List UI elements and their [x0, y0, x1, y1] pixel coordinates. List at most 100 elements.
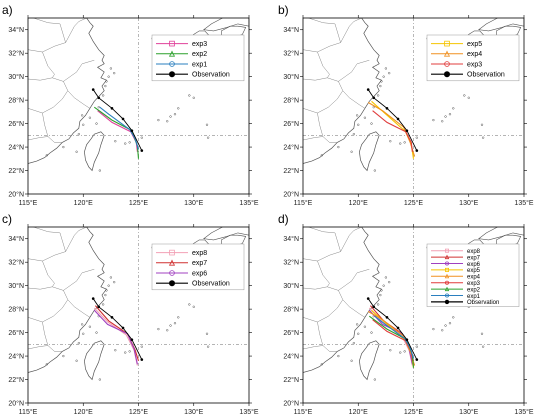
- island: [370, 122, 373, 125]
- panel-letter: d): [278, 212, 289, 226]
- honshu-outline: [477, 227, 524, 241]
- island: [444, 115, 447, 118]
- y-tick-label: 28°N: [283, 306, 299, 314]
- legend-marker: [169, 71, 175, 78]
- panel-letter: a): [2, 3, 13, 17]
- legend-marker: [168, 259, 176, 266]
- legend: exp8exp7exp6exp5exp4exp3exp2exp1Observat…: [426, 243, 520, 307]
- island: [205, 123, 209, 126]
- observation-point: [366, 297, 370, 300]
- x-tick-label: 135°E: [239, 199, 258, 207]
- observation-point: [385, 316, 389, 319]
- x-tick-label: 115°E: [19, 199, 38, 207]
- province-border: [28, 227, 87, 262]
- island: [140, 136, 143, 139]
- y-tick-label: 24°N: [8, 144, 24, 152]
- island: [357, 332, 360, 335]
- island: [363, 116, 367, 119]
- y-tick-label: 22°N: [8, 167, 24, 175]
- island: [357, 123, 360, 126]
- island: [481, 136, 485, 139]
- island: [113, 71, 116, 75]
- y-tick-label: 20°N: [283, 191, 299, 199]
- y-tick-label: 34°N: [8, 235, 24, 243]
- y-tick-label: 24°N: [283, 353, 299, 361]
- island: [480, 123, 484, 126]
- honshu-outline: [202, 18, 249, 32]
- legend-label: exp5: [467, 268, 481, 274]
- legend-label: exp7: [192, 260, 207, 267]
- track-line-exp3: [372, 110, 413, 152]
- island: [88, 116, 92, 119]
- observation-point: [130, 338, 134, 341]
- island: [105, 80, 108, 83]
- observation-point: [405, 129, 409, 132]
- island: [105, 289, 108, 292]
- x-tick-label: 120°E: [74, 199, 93, 207]
- observation-point: [415, 149, 419, 152]
- island: [124, 142, 127, 145]
- island: [95, 331, 98, 334]
- island: [82, 123, 85, 126]
- taiwan-outline: [84, 131, 105, 172]
- legend-label: Observation: [467, 300, 499, 306]
- province-border: [303, 90, 344, 114]
- x-tick-label: 130°E: [184, 408, 203, 416]
- province-border: [317, 51, 330, 78]
- province-border: [33, 18, 66, 43]
- island: [432, 118, 435, 122]
- legend-label: exp6: [467, 262, 481, 268]
- y-tick-label: 20°N: [8, 191, 24, 199]
- legend-marker: [444, 299, 450, 305]
- legend-box: [151, 34, 245, 82]
- province-border: [303, 136, 338, 143]
- island: [463, 94, 466, 97]
- island: [452, 316, 455, 319]
- island: [157, 118, 160, 122]
- province-border: [28, 345, 63, 352]
- island: [82, 332, 85, 335]
- legend-marker: [444, 40, 450, 47]
- island: [205, 332, 209, 335]
- island: [114, 140, 117, 143]
- track-line-exp6: [93, 309, 138, 365]
- legend-label: Observation: [192, 281, 230, 288]
- legend-label: exp8: [192, 250, 207, 257]
- island: [206, 345, 210, 348]
- island: [169, 324, 172, 327]
- x-tick-label: 115°E: [294, 199, 313, 207]
- island: [441, 120, 444, 123]
- y-tick-label: 32°N: [8, 259, 24, 267]
- x-tick-label: 135°E: [239, 408, 258, 416]
- province-border: [338, 81, 366, 109]
- observation-point: [405, 338, 409, 341]
- island: [355, 114, 359, 117]
- province-border: [303, 227, 362, 262]
- island: [415, 136, 418, 139]
- track-line-exp1: [99, 106, 140, 150]
- legend-label: exp5: [467, 41, 482, 48]
- province-border: [303, 345, 338, 352]
- island: [373, 169, 376, 172]
- island: [109, 67, 113, 70]
- legend-label: exp1: [192, 61, 207, 68]
- track-line-exp1: [374, 315, 415, 359]
- honshu-outline: [477, 18, 524, 32]
- island: [166, 120, 169, 123]
- y-tick-label: 32°N: [283, 259, 299, 267]
- island: [188, 94, 191, 97]
- island: [337, 354, 340, 358]
- observation-point: [396, 326, 400, 330]
- taiwan-outline: [84, 340, 105, 381]
- legend-marker: [444, 293, 449, 298]
- island: [481, 345, 485, 348]
- province-border: [303, 268, 370, 291]
- legend-marker: [444, 286, 450, 292]
- legend-label: exp4: [467, 275, 481, 281]
- y-tick-label: 26°N: [283, 329, 299, 337]
- legend-marker: [169, 40, 175, 47]
- island: [188, 303, 191, 306]
- island: [352, 133, 355, 136]
- island: [104, 84, 107, 88]
- island: [399, 351, 402, 354]
